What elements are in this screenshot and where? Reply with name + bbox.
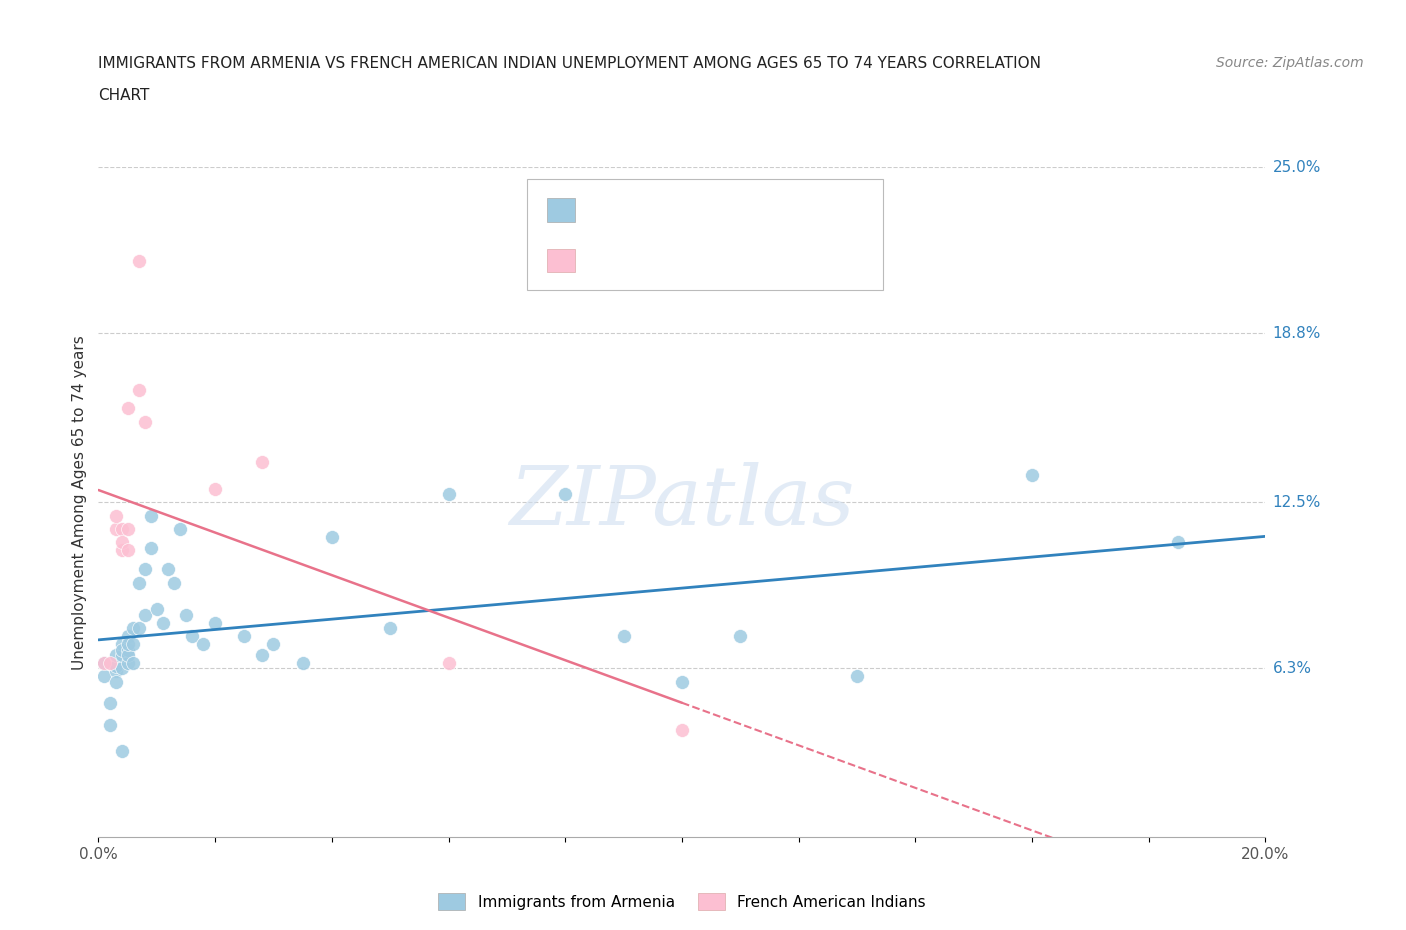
Point bbox=[169, 522, 191, 537]
Point bbox=[111, 535, 134, 550]
Point bbox=[104, 508, 127, 523]
Point bbox=[117, 522, 139, 537]
Point bbox=[437, 486, 460, 501]
Legend: Immigrants from Armenia, French American Indians: Immigrants from Armenia, French American… bbox=[432, 886, 932, 916]
Point bbox=[117, 629, 139, 644]
Point bbox=[122, 620, 145, 635]
Point bbox=[98, 656, 121, 671]
Text: 50: 50 bbox=[724, 201, 747, 219]
Point bbox=[111, 642, 134, 657]
Point bbox=[180, 629, 202, 644]
Point bbox=[612, 629, 634, 644]
Text: N =: N = bbox=[682, 201, 730, 219]
Point bbox=[671, 723, 693, 737]
Point bbox=[204, 616, 226, 631]
Text: 0.099: 0.099 bbox=[626, 251, 679, 269]
Point bbox=[117, 642, 139, 657]
Point bbox=[174, 607, 197, 622]
Point bbox=[111, 637, 134, 652]
Text: 25.0%: 25.0% bbox=[1272, 160, 1320, 175]
Text: 0.159: 0.159 bbox=[626, 201, 678, 219]
Point bbox=[128, 382, 150, 397]
Point bbox=[1167, 535, 1189, 550]
Point bbox=[321, 529, 343, 544]
Point bbox=[111, 661, 134, 676]
Point bbox=[93, 656, 115, 671]
Text: Source: ZipAtlas.com: Source: ZipAtlas.com bbox=[1216, 56, 1364, 70]
Point bbox=[204, 482, 226, 497]
Point bbox=[122, 656, 145, 671]
Point bbox=[98, 696, 121, 711]
Text: IMMIGRANTS FROM ARMENIA VS FRENCH AMERICAN INDIAN UNEMPLOYMENT AMONG AGES 65 TO : IMMIGRANTS FROM ARMENIA VS FRENCH AMERIC… bbox=[98, 56, 1042, 71]
Point bbox=[554, 486, 576, 501]
Point bbox=[117, 401, 139, 416]
Y-axis label: Unemployment Among Ages 65 to 74 years: Unemployment Among Ages 65 to 74 years bbox=[72, 335, 87, 670]
Point bbox=[134, 607, 156, 622]
Point bbox=[111, 543, 134, 558]
Point bbox=[378, 620, 402, 635]
Text: ZIPatlas: ZIPatlas bbox=[509, 462, 855, 542]
Point bbox=[157, 562, 180, 577]
Point bbox=[111, 744, 134, 759]
Text: CHART: CHART bbox=[98, 88, 150, 103]
Point bbox=[128, 620, 150, 635]
Text: N =: N = bbox=[682, 251, 730, 269]
Point bbox=[134, 562, 156, 577]
Point bbox=[111, 647, 134, 662]
Point bbox=[437, 656, 460, 671]
Point bbox=[93, 656, 115, 671]
Text: 17: 17 bbox=[724, 251, 748, 269]
Point bbox=[104, 658, 127, 673]
Point bbox=[250, 455, 273, 470]
Point bbox=[139, 508, 162, 523]
Point bbox=[291, 656, 314, 671]
Point bbox=[128, 575, 150, 590]
Point bbox=[93, 669, 115, 684]
Point bbox=[152, 616, 174, 631]
Point bbox=[262, 637, 284, 652]
Point bbox=[104, 663, 127, 678]
Point bbox=[146, 602, 169, 617]
Point bbox=[134, 415, 156, 430]
Point bbox=[163, 575, 186, 590]
Point bbox=[117, 656, 139, 671]
Point bbox=[671, 674, 693, 689]
Point bbox=[139, 540, 162, 555]
Text: 6.3%: 6.3% bbox=[1272, 660, 1312, 676]
Point bbox=[1021, 468, 1043, 483]
Point bbox=[193, 637, 215, 652]
Point bbox=[128, 254, 150, 269]
Point bbox=[233, 629, 256, 644]
Text: 18.8%: 18.8% bbox=[1272, 326, 1320, 341]
Point bbox=[117, 647, 139, 662]
Point bbox=[250, 647, 273, 662]
Point bbox=[104, 647, 127, 662]
Point bbox=[98, 717, 121, 732]
Point bbox=[104, 522, 127, 537]
Text: R =: R = bbox=[586, 251, 623, 269]
Text: 12.5%: 12.5% bbox=[1272, 495, 1320, 510]
Point bbox=[104, 674, 127, 689]
Text: R =: R = bbox=[586, 201, 623, 219]
Point bbox=[111, 522, 134, 537]
Point bbox=[122, 637, 145, 652]
Point bbox=[117, 543, 139, 558]
Point bbox=[845, 669, 868, 684]
Point bbox=[117, 637, 139, 652]
Point bbox=[728, 629, 751, 644]
